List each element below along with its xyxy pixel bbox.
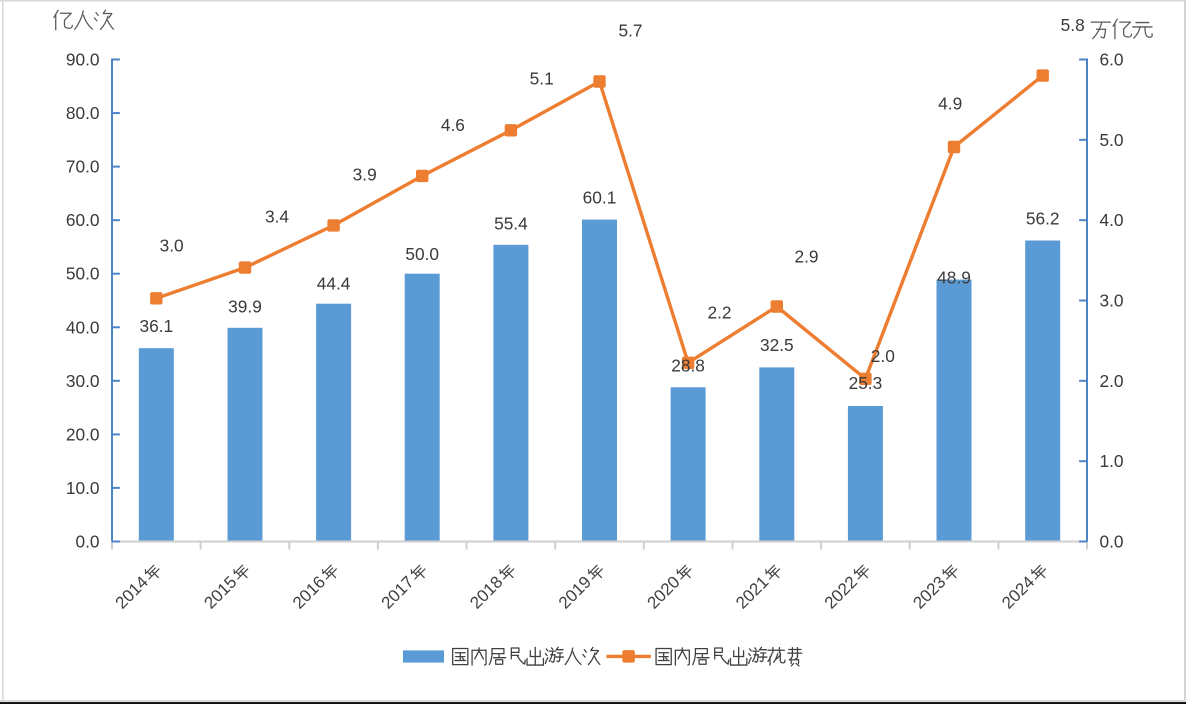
svg-text:10.0: 10.0 <box>66 478 100 498</box>
svg-text:3.0: 3.0 <box>160 236 184 256</box>
svg-text:55.4: 55.4 <box>494 214 528 234</box>
svg-text:5.0: 5.0 <box>1100 130 1124 150</box>
svg-text:39.9: 39.9 <box>228 296 262 316</box>
svg-text:3.9: 3.9 <box>353 165 377 185</box>
svg-text:1.0: 1.0 <box>1100 451 1124 471</box>
svg-text:4.0: 4.0 <box>1100 210 1124 230</box>
svg-text:3.0: 3.0 <box>1100 291 1124 311</box>
svg-text:2.0: 2.0 <box>1100 371 1124 391</box>
svg-text:48.9: 48.9 <box>937 267 971 287</box>
svg-text:80.0: 80.0 <box>66 103 100 123</box>
svg-text:0.0: 0.0 <box>1100 532 1124 552</box>
svg-text:30.0: 30.0 <box>66 371 100 391</box>
svg-text:56.2: 56.2 <box>1026 208 1060 228</box>
svg-text:36.1: 36.1 <box>139 316 173 336</box>
svg-text:60.0: 60.0 <box>66 210 100 230</box>
svg-text:2.2: 2.2 <box>707 303 731 323</box>
svg-text:70.0: 70.0 <box>66 157 100 177</box>
svg-text:2.9: 2.9 <box>794 247 818 267</box>
svg-text:2.0: 2.0 <box>871 346 895 366</box>
svg-text:44.4: 44.4 <box>317 274 351 294</box>
svg-text:28.8: 28.8 <box>671 355 705 375</box>
svg-text:40.0: 40.0 <box>66 317 100 337</box>
svg-text:5.8: 5.8 <box>1061 15 1085 35</box>
svg-text:32.5: 32.5 <box>760 335 794 355</box>
svg-text:6.0: 6.0 <box>1100 50 1124 70</box>
svg-text:4.9: 4.9 <box>938 94 962 114</box>
svg-text:4.6: 4.6 <box>441 115 465 135</box>
svg-text:50.0: 50.0 <box>405 244 439 264</box>
svg-text:90.0: 90.0 <box>66 50 100 70</box>
svg-text:3.4: 3.4 <box>265 207 289 227</box>
svg-text:20.0: 20.0 <box>66 424 100 444</box>
svg-text:0.0: 0.0 <box>75 532 99 552</box>
svg-text:60.1: 60.1 <box>583 188 617 208</box>
svg-text:5.7: 5.7 <box>618 21 642 41</box>
svg-text:25.3: 25.3 <box>849 373 883 393</box>
svg-text:5.1: 5.1 <box>530 69 554 89</box>
svg-text:50.0: 50.0 <box>66 264 100 284</box>
